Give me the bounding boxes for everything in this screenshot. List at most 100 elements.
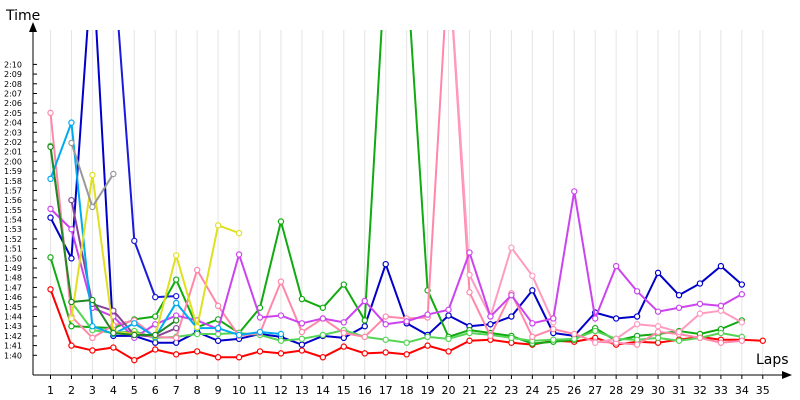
data-point xyxy=(592,315,599,322)
series-line xyxy=(49,121,282,338)
x-tick-label: 7 xyxy=(173,384,180,397)
data-point xyxy=(214,337,222,344)
y-tick-label: 1:53 xyxy=(4,225,22,234)
data-point xyxy=(110,344,117,351)
series-11 xyxy=(68,139,117,211)
data-point xyxy=(382,313,389,320)
data-point xyxy=(256,348,264,355)
data-point xyxy=(172,252,180,259)
x-tick-label: 13 xyxy=(295,384,309,397)
data-point xyxy=(529,320,536,327)
data-point xyxy=(131,237,138,245)
data-point xyxy=(508,313,515,320)
y-tick-label: 2:01 xyxy=(4,148,22,157)
data-point xyxy=(550,336,557,343)
data-point xyxy=(68,323,75,330)
y-tick-label: 2:04 xyxy=(4,119,22,128)
data-point xyxy=(508,291,515,299)
data-point xyxy=(654,334,662,342)
series-6 xyxy=(452,30,746,346)
data-point xyxy=(256,328,264,336)
y-tick-label: 1:57 xyxy=(4,186,22,195)
data-point xyxy=(131,320,138,327)
data-point xyxy=(131,331,138,339)
x-tick-label: 18 xyxy=(400,384,414,397)
x-tick-label: 17 xyxy=(379,384,393,397)
data-point xyxy=(508,244,515,251)
data-point xyxy=(550,315,557,322)
data-point xyxy=(487,313,494,320)
data-point xyxy=(68,196,75,204)
y-tick-label: 1:50 xyxy=(4,254,22,263)
y-tick-label: 1:40 xyxy=(4,351,22,360)
data-point xyxy=(172,334,180,342)
x-tick-label: 1 xyxy=(47,384,54,397)
x-tick-label: 4 xyxy=(110,384,117,397)
data-point xyxy=(277,278,285,285)
x-tick-label: 2 xyxy=(68,384,75,397)
data-point xyxy=(277,350,285,357)
data-point xyxy=(466,249,473,256)
data-point xyxy=(487,332,494,340)
data-point xyxy=(277,218,285,225)
data-point xyxy=(361,297,368,305)
data-point xyxy=(717,329,725,337)
data-point xyxy=(68,226,75,233)
y-tick-label: 1:59 xyxy=(4,167,22,176)
y-tick-label: 1:42 xyxy=(4,332,22,341)
data-point xyxy=(89,203,96,211)
data-point xyxy=(47,175,54,183)
data-point xyxy=(152,346,159,353)
x-tick-label: 8 xyxy=(194,384,201,397)
data-point xyxy=(298,320,306,327)
x-tick-label: 33 xyxy=(714,384,728,397)
data-point xyxy=(738,337,746,344)
data-point xyxy=(340,319,347,326)
y-tick-label: 1:43 xyxy=(4,322,22,331)
x-tick-label: 11 xyxy=(253,384,267,397)
data-point xyxy=(298,347,306,354)
data-point xyxy=(612,315,620,322)
data-point xyxy=(172,351,180,358)
series-2 xyxy=(117,30,180,301)
data-point xyxy=(152,313,159,320)
data-point xyxy=(214,354,222,361)
data-point xyxy=(445,348,452,355)
data-point xyxy=(319,331,327,339)
y-tick-labels: 1:401:411:421:431:441:451:461:471:481:49… xyxy=(4,60,37,360)
data-point xyxy=(193,330,201,338)
y-axis-arrow xyxy=(29,22,37,32)
data-point xyxy=(382,321,389,328)
data-point xyxy=(633,321,641,328)
data-point xyxy=(654,308,662,315)
x-tick-label: 32 xyxy=(693,384,707,397)
data-point xyxy=(110,329,117,337)
y-tick-label: 1:49 xyxy=(4,264,22,273)
data-point xyxy=(508,334,515,342)
data-point xyxy=(487,321,494,328)
data-point xyxy=(612,262,620,270)
data-point xyxy=(675,304,683,311)
data-point xyxy=(68,342,75,349)
data-point xyxy=(152,331,159,339)
data-point xyxy=(361,323,368,330)
y-tick-label: 1:41 xyxy=(4,342,22,351)
series-line xyxy=(49,30,743,346)
data-point xyxy=(675,328,683,336)
data-point xyxy=(47,205,54,213)
data-point xyxy=(696,280,704,287)
y-tick-label: 2:08 xyxy=(4,80,22,89)
data-point xyxy=(68,255,75,262)
data-point xyxy=(466,289,473,296)
x-tick-label: 27 xyxy=(588,384,602,397)
data-point xyxy=(466,337,473,344)
y-tick-label: 2:00 xyxy=(4,157,22,166)
data-point xyxy=(235,229,243,237)
data-point xyxy=(172,276,180,283)
data-point xyxy=(403,339,410,346)
data-point xyxy=(675,337,683,344)
x-tick-label: 26 xyxy=(567,384,581,397)
data-point xyxy=(696,334,704,342)
x-tick-label: 24 xyxy=(525,384,539,397)
